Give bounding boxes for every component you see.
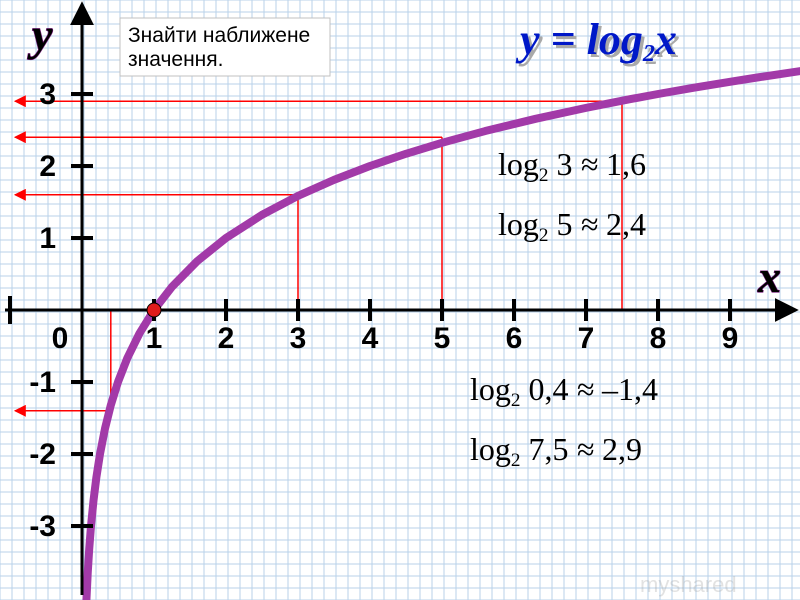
x-tick-label: 2: [218, 322, 235, 355]
y-tick-label: 1: [39, 222, 56, 255]
x-tick-label: 1: [146, 322, 163, 355]
equation: log2 7,5 ≈ 2,9: [470, 431, 642, 471]
title-line2: значення.: [128, 48, 223, 71]
x-axis-label: x: [757, 251, 781, 302]
x-tick-label: 8: [650, 322, 667, 355]
y-tick-label: 3: [39, 78, 56, 111]
equation: log2 5 ≈ 2,4: [498, 206, 646, 246]
y-tick-label: -3: [29, 510, 56, 543]
x-tick-label: 3: [290, 322, 307, 355]
x-tick-label: 9: [722, 322, 739, 355]
x-tick-label: 4: [362, 322, 379, 355]
x-tick-label: 7: [578, 322, 595, 355]
title-line1: Знайти наближене: [128, 24, 310, 47]
y-tick-label: -1: [29, 366, 56, 399]
equation: log2 0,4 ≈ –1,4: [470, 371, 658, 411]
x-tick-label: 6: [506, 322, 523, 355]
origin-point: [147, 303, 161, 317]
equation: log2 3 ≈ 1,6: [498, 146, 646, 186]
watermark: myshared: [640, 572, 737, 597]
log-chart: 0123456789321-1-2-3xyЗнайти наближенезна…: [0, 0, 800, 600]
y-tick-label: 2: [39, 150, 56, 183]
y-tick-label: -2: [29, 438, 56, 471]
x-tick-label: 5: [434, 322, 451, 355]
x-tick-label: 0: [52, 322, 69, 355]
